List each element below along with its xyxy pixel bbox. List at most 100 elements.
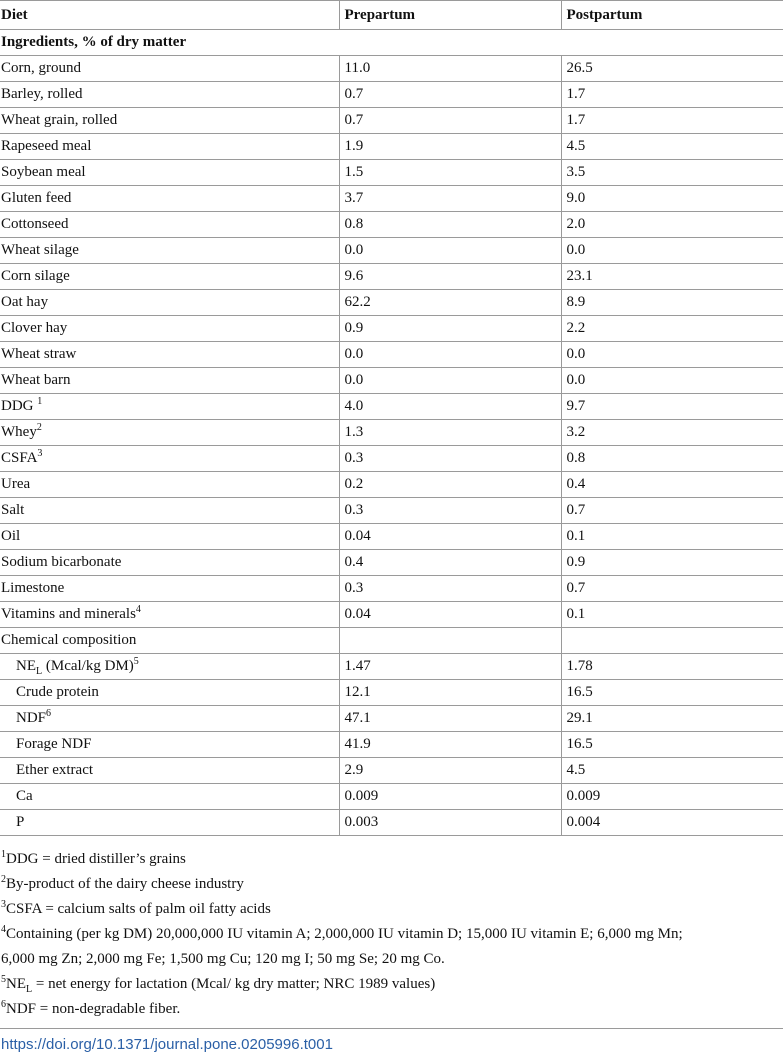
postpartum-value: 4.5: [560, 133, 783, 160]
doi-divider: [0, 1028, 783, 1029]
row-label: Oil: [0, 523, 339, 550]
postpartum-value: 1.7: [560, 107, 783, 134]
row-label: Wheat grain, rolled: [0, 107, 339, 134]
prepartum-value: 47.1: [338, 705, 561, 732]
postpartum-value: 4.5: [560, 757, 783, 784]
table-row: Sodium bicarbonate 0.4 0.9: [0, 549, 783, 576]
prepartum-value: 0.009: [338, 783, 561, 810]
prepartum-value: 0.3: [338, 445, 561, 472]
row-label: Vitamins and minerals4: [0, 601, 339, 628]
prepartum-value: 11.0: [338, 55, 561, 82]
table-row: Oat hay 62.2 8.9: [0, 289, 783, 316]
postpartum-value: 3.5: [560, 159, 783, 186]
table-header-row: Diet Prepartum Postpartum: [0, 0, 783, 30]
table-row: P 0.003 0.004: [0, 809, 783, 836]
row-label: Whey2: [0, 419, 339, 446]
table-row: Whey2 1.3 3.2: [0, 419, 783, 446]
postpartum-value: 0.1: [560, 523, 783, 550]
row-label: Wheat silage: [0, 237, 339, 264]
diet-composition-table: Diet Prepartum Postpartum Ingredients, %…: [0, 0, 783, 836]
row-label: Barley, rolled: [0, 81, 339, 108]
table-row: Corn, ground 11.0 26.5: [0, 55, 783, 82]
table-footnotes: 1DDG = dried distiller’s grains 2By-prod…: [0, 847, 783, 1022]
row-label: NEL (Mcal/kg DM)5: [0, 653, 339, 680]
prepartum-value: 0.0: [338, 367, 561, 394]
postpartum-value: 0.0: [560, 341, 783, 368]
postpartum-value: 29.1: [560, 705, 783, 732]
prepartum-value: 0.04: [338, 601, 561, 628]
row-label: Forage NDF: [0, 731, 339, 758]
table-row: Soybean meal 1.5 3.5: [0, 159, 783, 186]
footnote-2: 2By-product of the dairy cheese industry: [1, 874, 244, 893]
table-row: Salt 0.3 0.7: [0, 497, 783, 524]
postpartum-value: 3.2: [560, 419, 783, 446]
table-row: Forage NDF 41.9 16.5: [0, 731, 783, 758]
postpartum-value: 0.7: [560, 497, 783, 524]
table-row: NEL (Mcal/kg DM)5 1.47 1.78: [0, 653, 783, 680]
row-label: Rapeseed meal: [0, 133, 339, 160]
prepartum-value: 0.0: [338, 237, 561, 264]
postpartum-value: 0.9: [560, 549, 783, 576]
prepartum-value: 41.9: [338, 731, 561, 758]
table-row: Limestone 0.3 0.7: [0, 575, 783, 602]
section-row-ingredients: Ingredients, % of dry matter: [0, 29, 783, 56]
table-row: Vitamins and minerals4 0.04 0.1: [0, 601, 783, 628]
prepartum-value: 9.6: [338, 263, 561, 290]
prepartum-value: 0.7: [338, 107, 561, 134]
row-label: Clover hay: [0, 315, 339, 342]
table-row: DDG 1 4.0 9.7: [0, 393, 783, 420]
doi-link[interactable]: https://doi.org/10.1371/journal.pone.020…: [1, 1036, 333, 1053]
table-row: NDF6 47.1 29.1: [0, 705, 783, 732]
header-postpartum: Postpartum: [560, 0, 783, 30]
row-label: Crude protein: [0, 679, 339, 706]
prepartum-value: 12.1: [338, 679, 561, 706]
footnote-5: 5NEL = net energy for lactation (Mcal/ k…: [1, 974, 436, 995]
prepartum-value: 62.2: [338, 289, 561, 316]
footnote-1: 1DDG = dried distiller’s grains: [1, 849, 186, 868]
row-label: Urea: [0, 471, 339, 498]
postpartum-value: 0.8: [560, 445, 783, 472]
table-row: Corn silage 9.6 23.1: [0, 263, 783, 290]
row-label: Salt: [0, 497, 339, 524]
prepartum-value: 0.9: [338, 315, 561, 342]
postpartum-value: 0.0: [560, 367, 783, 394]
prepartum-value: 1.5: [338, 159, 561, 186]
footnote-6: 6NDF = non-degradable fiber.: [1, 999, 181, 1018]
prepartum-value: 1.47: [338, 653, 561, 680]
prepartum-value: 0.003: [338, 809, 561, 836]
prepartum-value: 1.9: [338, 133, 561, 160]
row-label: Sodium bicarbonate: [0, 549, 339, 576]
row-label: Soybean meal: [0, 159, 339, 186]
prepartum-value: 2.9: [338, 757, 561, 784]
table-row: Urea 0.2 0.4: [0, 471, 783, 498]
table-row: Ether extract 2.9 4.5: [0, 757, 783, 784]
row-label: Ether extract: [0, 757, 339, 784]
prepartum-value: 0.7: [338, 81, 561, 108]
section-row-chemical: Chemical composition: [0, 627, 783, 654]
row-label: Corn silage: [0, 263, 339, 290]
row-label: CSFA3: [0, 445, 339, 472]
prepartum-value: 0.8: [338, 211, 561, 238]
postpartum-value: 9.0: [560, 185, 783, 212]
table-row: Gluten feed 3.7 9.0: [0, 185, 783, 212]
postpartum-value: 0.7: [560, 575, 783, 602]
prepartum-value: 3.7: [338, 185, 561, 212]
row-label: Gluten feed: [0, 185, 339, 212]
prepartum-value: 0.3: [338, 575, 561, 602]
footnote-3: 3CSFA = calcium salts of palm oil fatty …: [1, 899, 271, 918]
postpartum-value: 0.1: [560, 601, 783, 628]
postpartum-value: 0.4: [560, 471, 783, 498]
postpartum-value: 1.7: [560, 81, 783, 108]
table-row: Wheat barn 0.0 0.0: [0, 367, 783, 394]
prepartum-value: 0.0: [338, 341, 561, 368]
row-label: Ca: [0, 783, 339, 810]
postpartum-value: 0.004: [560, 809, 783, 836]
postpartum-value: 23.1: [560, 263, 783, 290]
footnote-4-continued: 6,000 mg Zn; 2,000 mg Fe; 1,500 mg Cu; 1…: [1, 951, 445, 967]
table-row: Wheat grain, rolled 0.7 1.7: [0, 107, 783, 134]
row-label: NDF6: [0, 705, 339, 732]
postpartum-value: 8.9: [560, 289, 783, 316]
table-row: Crude protein 12.1 16.5: [0, 679, 783, 706]
table-row: Oil 0.04 0.1: [0, 523, 783, 550]
prepartum-value: 0.3: [338, 497, 561, 524]
